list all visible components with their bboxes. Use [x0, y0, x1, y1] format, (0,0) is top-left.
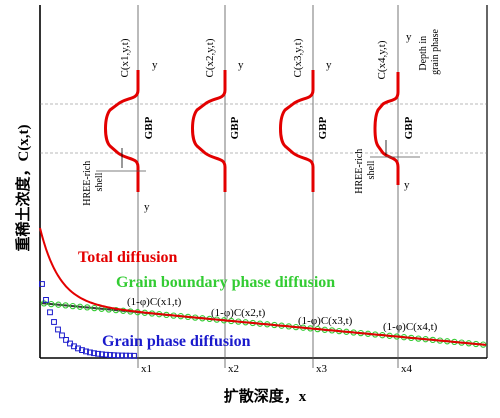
grain-marker-18	[111, 352, 117, 359]
annotation-x4: (1-φ)C(x4,t)	[383, 321, 438, 333]
profile-label-2: C(x2,y,t)	[204, 38, 216, 77]
annotation-x3: (1-φ)C(x3,t)	[298, 315, 353, 327]
gbp-marker-2	[55, 301, 62, 308]
grain-marker-11	[83, 348, 89, 355]
gbp-label-3: GBP	[317, 116, 329, 139]
y-label-top-3: y	[326, 59, 332, 71]
gbp-marker-6	[84, 304, 91, 311]
depth-label-line1: Depth in	[418, 36, 429, 71]
y-label-bottom-1: y	[144, 201, 150, 213]
grain-marker-15	[99, 351, 105, 358]
total-diffusion-label: Total diffusion	[78, 249, 178, 266]
grain-marker-12	[87, 349, 93, 356]
profile-curve-4	[373, 72, 400, 185]
profile-curve-3	[279, 70, 315, 192]
grain-marker-14	[95, 350, 101, 357]
gbp-diffusion-label: Grain boundary phase diffusion	[116, 274, 335, 291]
profile-label-3: C(x3,y,t)	[292, 38, 304, 77]
gbp-marker-4	[69, 302, 76, 310]
x-tick-x3: x3	[316, 363, 328, 375]
profile-label-1: C(x1,y,t)	[119, 38, 131, 77]
shell-label-line1: HREE-rich	[82, 161, 93, 206]
profile-curve-2	[191, 70, 227, 192]
annotation-x2: (1-φ)C(x2,t)	[211, 307, 266, 319]
depth-label: Depth in grain phase	[418, 29, 441, 75]
grain-marker-21	[123, 352, 129, 359]
grain-marker-19	[115, 352, 121, 359]
x-tick-x4: x4	[401, 363, 413, 375]
grain-marker-5	[59, 332, 65, 339]
grain-marker-10	[79, 347, 85, 354]
gbp-label-1: GBP	[143, 116, 155, 139]
grain-marker-16	[103, 351, 109, 358]
shell-label-line2: shell	[94, 172, 105, 191]
grain-marker-4	[55, 326, 61, 333]
y-label-bottom-4: y	[404, 179, 410, 191]
profile-inset-2: C(x2,y,t) y GBP	[191, 38, 244, 192]
total-diffusion-curve	[39, 227, 487, 346]
profile-inset-1: C(x1,y,t) y y GBP HREE-rich shell	[82, 38, 158, 213]
x-tick-x1: x1	[141, 363, 152, 375]
depth-label-line2: grain phase	[430, 29, 441, 75]
y-label-top-2: y	[238, 59, 244, 71]
x-tick-labels: x1 x2 x3 x4	[141, 363, 413, 375]
grain-marker-13	[91, 350, 97, 357]
profile-label-4: C(x4,y,t)	[376, 40, 388, 79]
grain-marker-17	[107, 352, 113, 358]
profile-inset-4: C(x4,y,t) y y GBP HREE-rich shell Depth …	[354, 29, 441, 194]
shell-label-4: HREE-rich shell	[354, 146, 377, 194]
diffusion-curves	[39, 227, 487, 359]
annotation-x1: (1-φ)C(x1,t)	[127, 296, 182, 308]
gbp-marker-5	[76, 303, 84, 310]
grain-marker-6	[63, 337, 69, 343]
grain-marker-23	[131, 352, 137, 359]
shell-label-4-line1: HREE-rich	[354, 149, 365, 194]
y-label-top-4: y	[406, 31, 412, 43]
gbp-marker-7	[91, 304, 98, 312]
grain-marker-20	[119, 352, 125, 359]
shell-label-1: HREE-rich shell	[82, 158, 105, 206]
x-tick-x2: x2	[228, 363, 239, 375]
level-lines	[40, 103, 487, 154]
grain-diffusion-label: Grain phase diffusion	[102, 333, 251, 350]
gbp-label-4: GBP	[403, 116, 415, 139]
grain-marker-0	[39, 281, 45, 287]
grain-marker-2	[47, 309, 53, 316]
gbp-marker-3	[62, 302, 69, 309]
y-label-top-1: y	[152, 59, 158, 71]
x-axis-label: 扩散深度，x	[224, 387, 307, 405]
grain-marker-9	[75, 345, 81, 352]
gbp-label-2: GBP	[229, 116, 241, 139]
grain-marker-1	[43, 297, 49, 303]
profile-curve-1	[104, 70, 140, 192]
grain-marker-22	[127, 352, 133, 359]
shell-label-4-line2: shell	[366, 160, 377, 179]
gbp-marker-1	[48, 300, 55, 308]
profile-inset-3: C(x3,y,t) y GBP	[279, 38, 332, 192]
annotations: (1-φ)C(x1,t) (1-φ)C(x2,t) (1-φ)C(x3,t) (…	[127, 296, 438, 333]
y-axis-label: 重稀土浓度，C(x,t)	[14, 124, 32, 251]
grain-marker-3	[51, 319, 57, 325]
